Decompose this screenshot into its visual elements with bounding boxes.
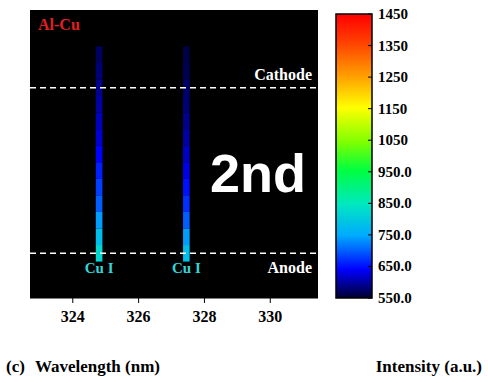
- cell: [183, 96, 190, 113]
- cell: [183, 179, 190, 196]
- cell: [183, 146, 190, 163]
- cell: [96, 129, 103, 146]
- x-tick: [204, 298, 205, 303]
- colorbar-tick: [368, 140, 372, 141]
- x-tick-label: 330: [258, 308, 282, 325]
- cell: [183, 212, 190, 229]
- electrode-line: [30, 87, 318, 89]
- x-axis-title: Wavelength (nm): [35, 357, 160, 376]
- colorbar-tick-label: 1150: [378, 101, 407, 117]
- x-tick: [72, 298, 73, 303]
- line-label: Cu I: [172, 260, 201, 276]
- cells: [96, 46, 190, 261]
- cell: [183, 113, 190, 130]
- colorbar-tick: [368, 108, 372, 109]
- colorbar: [336, 14, 372, 298]
- cell: [96, 228, 103, 245]
- colorbar-tick: [368, 298, 372, 299]
- cell: [96, 162, 103, 179]
- line-label: Cu I: [85, 260, 114, 276]
- electrode-line: [30, 253, 318, 255]
- colorbar-tick: [368, 45, 372, 46]
- chart: Cathode Anode Cu I Cu I 2nd Al-Cu 324 326 328 330…: [0, 0, 488, 383]
- colorbar-tick: [368, 266, 372, 267]
- cell: [96, 96, 103, 113]
- x-tick: [270, 298, 271, 303]
- colorbar-tick-label: 1050: [378, 132, 408, 148]
- colorbar-tick: [368, 171, 372, 172]
- cell: [96, 63, 103, 80]
- title: Al-Cu: [38, 16, 80, 33]
- x-tick-label: 324: [61, 308, 85, 325]
- cell: [183, 162, 190, 179]
- cell: [183, 228, 190, 245]
- cell: [96, 113, 103, 130]
- colorbar-tick-label: 550.0: [378, 290, 412, 306]
- plot-background: [30, 10, 318, 298]
- cell: [183, 129, 190, 146]
- cell: [96, 46, 103, 63]
- x-tick-label: 328: [192, 308, 216, 325]
- cell: [183, 46, 190, 63]
- electrode-label: Anode: [268, 259, 312, 276]
- colorbar-tick-label: 1350: [378, 38, 408, 54]
- colorbar-tick-label: 1450: [378, 6, 408, 22]
- electrode-label: Cathode: [254, 66, 312, 83]
- colorbar-tick-label: 950.0: [378, 164, 412, 180]
- x-tick: [138, 298, 139, 303]
- colorbar-tick-label: 1250: [378, 69, 408, 85]
- colorbar-tick-label: 750.0: [378, 227, 412, 243]
- colorbar-title: Intensity (a.u.): [376, 357, 482, 376]
- colorbar-tick: [368, 14, 372, 15]
- colorbar-tick: [368, 234, 372, 235]
- cell: [183, 195, 190, 212]
- colorbar-tick-label: 650.0: [378, 258, 412, 274]
- cell: [96, 195, 103, 212]
- colorbar-tick: [368, 77, 372, 78]
- panel-label: (c): [6, 357, 25, 376]
- overlay-text: 2nd: [210, 143, 306, 203]
- cell: [96, 146, 103, 163]
- cell: [96, 179, 103, 196]
- cell: [96, 212, 103, 229]
- x-tick-label: 326: [127, 308, 151, 325]
- colorbar-tick-label: 850.0: [378, 195, 412, 211]
- colorbar-tick: [368, 203, 372, 204]
- cell: [183, 63, 190, 80]
